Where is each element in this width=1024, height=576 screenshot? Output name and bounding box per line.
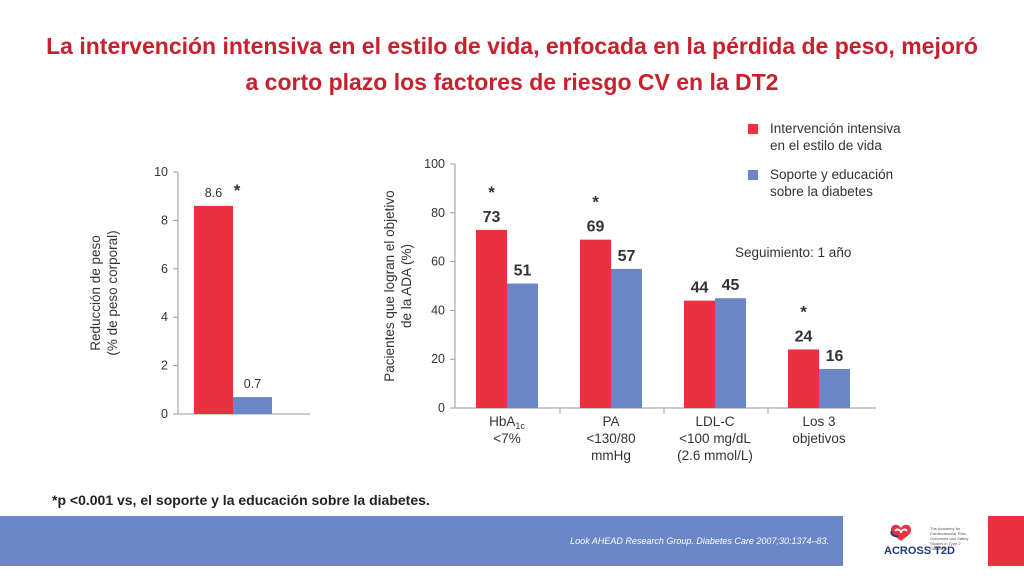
chart-1-bar-support xyxy=(819,368,850,408)
chart-1-y-tick-label: 100 xyxy=(424,157,445,171)
chart-0-significance-star: * xyxy=(234,181,241,200)
legend-label-support: Soporte y educación sobre la diabetes xyxy=(770,167,894,199)
chart-1-y-tick-label: 80 xyxy=(431,206,445,220)
chart-1-bar-support xyxy=(611,268,642,408)
chart-1-category-label: Los 3 xyxy=(802,414,835,429)
logo-mark-icon xyxy=(890,524,911,541)
chart-1-y-axis-title: Pacientes que logran el objetivo xyxy=(382,190,397,381)
chart-1-significance-star: * xyxy=(800,302,807,321)
citation: Look AHEAD Research Group. Diabetes Care… xyxy=(570,536,829,546)
chart-1-category-label: LDL-C xyxy=(695,414,734,429)
chart-1-bar-intervention xyxy=(476,229,507,408)
chart-0-y-axis-title: Reducción de peso xyxy=(88,235,103,351)
chart-1-data-label: 16 xyxy=(826,348,844,365)
logo-text: ACROSS T2D xyxy=(884,545,955,557)
chart-0-y-tick-label: 8 xyxy=(161,213,168,227)
legend-swatch-support xyxy=(748,170,758,180)
chart-0-data-label: 0.7 xyxy=(244,377,261,391)
chart-0-y-tick-label: 2 xyxy=(161,359,168,373)
chart-0-bar-support xyxy=(233,397,272,414)
legend-label-intervention: Intervención intensiva en el estilo de v… xyxy=(770,121,901,153)
chart-1-bar-intervention xyxy=(788,349,819,408)
followup-annotation: Seguimiento: 1 año xyxy=(735,245,851,260)
chart-1-data-label: 57 xyxy=(618,248,636,265)
chart-1-significance-star: * xyxy=(488,183,495,202)
chart-1-category-label: objetivos xyxy=(792,431,846,446)
chart-1-data-label: 69 xyxy=(587,219,605,236)
chart-1-data-label: 24 xyxy=(795,328,813,345)
chart-0-y-tick-label: 6 xyxy=(161,262,168,276)
chart-1-y-tick-label: 20 xyxy=(431,352,445,366)
slide-title: La intervención intensiva en el estilo d… xyxy=(46,33,978,95)
chart-1-category-label: <130/80 xyxy=(586,431,635,446)
chart-0-y-tick-label: 10 xyxy=(154,165,168,179)
chart-1-bar-support xyxy=(507,283,538,408)
chart-1-data-label: 51 xyxy=(514,263,532,280)
chart-1-category-label: <7% xyxy=(493,431,520,446)
chart-1-category-label: HbA1c xyxy=(489,414,525,431)
chart-1-category-label: <100 mg/dL xyxy=(679,431,751,446)
chart-1-y-tick-label: 0 xyxy=(438,401,445,415)
chart-1-y-tick-label: 60 xyxy=(431,255,445,269)
chart-0-y-axis-subtitle: (% de peso corporal) xyxy=(105,230,120,355)
chart-1-bar-intervention xyxy=(684,300,715,408)
chart-0-y-tick-label: 0 xyxy=(161,407,168,421)
legend-item-support: Soporte y educación sobre la diabetes xyxy=(748,166,930,200)
footer-red-block xyxy=(988,516,1024,566)
chart-1-category-label: mmHg xyxy=(591,448,631,463)
footer-bar: Look AHEAD Research Group. Diabetes Care… xyxy=(0,516,843,566)
chart-1-y-axis-subtitle: de la ADA (%) xyxy=(399,244,414,328)
chart-1-data-label: 44 xyxy=(691,280,709,297)
chart-1-bar-support xyxy=(715,298,746,408)
chart-legend: Intervención intensiva en el estilo de v… xyxy=(748,120,930,212)
across-t2d-logo: ACROSS T2D The Academy for Cardiovascula… xyxy=(858,516,980,566)
chart-1-data-label: 73 xyxy=(483,209,501,226)
chart-0-bar-intervention xyxy=(194,205,233,414)
chart-1-data-label: 45 xyxy=(722,277,740,294)
chart-0-y-tick-label: 4 xyxy=(161,310,168,324)
chart-1-significance-star: * xyxy=(592,193,599,212)
chart-0-data-label: 8.6 xyxy=(205,186,222,200)
chart-1-category-label: PA xyxy=(602,414,619,429)
chart-1-y-tick-label: 40 xyxy=(431,303,445,317)
legend-item-intervention: Intervención intensiva en el estilo de v… xyxy=(748,120,930,154)
chart-1-category-label: (2.6 mmol/L) xyxy=(677,448,753,463)
legend-swatch-intervention xyxy=(748,124,758,134)
chart-1-bar-intervention xyxy=(580,239,611,408)
footnote: *p <0.001 vs, el soporte y la educación … xyxy=(52,492,430,508)
logo-subtext: The Academy for Cardiovascular Risk, Out… xyxy=(930,526,969,551)
